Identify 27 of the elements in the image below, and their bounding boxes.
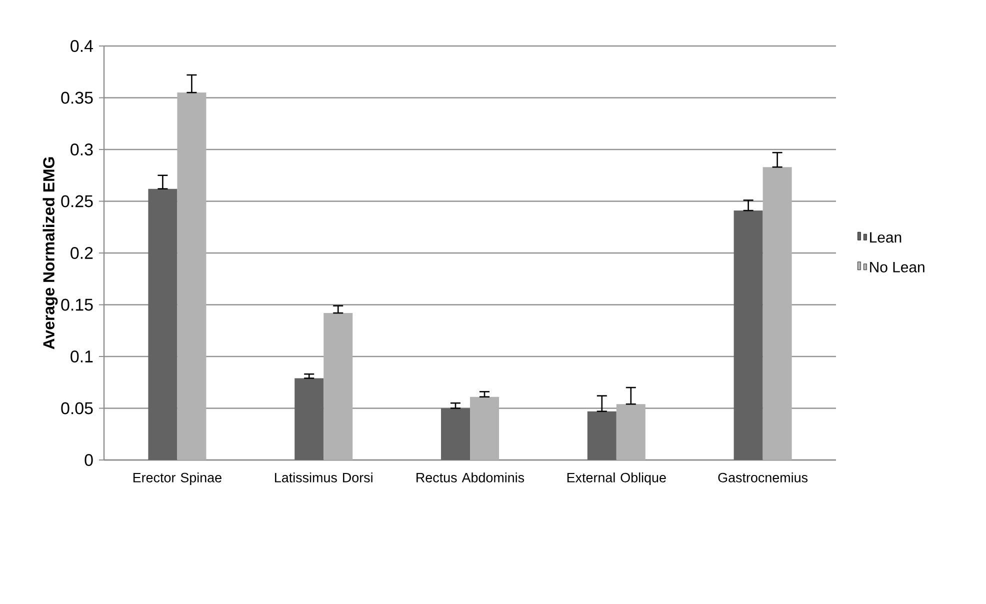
bar xyxy=(177,92,206,460)
legend-label: Lean xyxy=(870,232,902,243)
y-tick-label: 0.15 xyxy=(61,298,93,311)
x-tick-label: Rectus Abdominis xyxy=(416,472,524,482)
x-tick-label: Latissimus Dorsi xyxy=(275,472,372,482)
bar xyxy=(294,378,324,460)
bar xyxy=(470,396,500,460)
bar xyxy=(762,167,792,460)
y-tick-label: 0.25 xyxy=(61,195,93,208)
x-tick-label: Gastrocnemius xyxy=(718,472,808,482)
y-tick-label: 0.05 xyxy=(61,402,93,414)
x-tick-label: Erector Spinae xyxy=(133,472,222,486)
bar xyxy=(587,411,616,460)
bar xyxy=(616,404,646,460)
x-tick-label: External Oblique xyxy=(567,472,666,486)
y-tick-label: 0.2 xyxy=(70,246,93,259)
bar xyxy=(441,408,470,460)
y-tick-label: 0 xyxy=(84,454,93,466)
bar xyxy=(324,313,353,460)
legend-label: No Lean xyxy=(870,262,924,272)
bar xyxy=(734,210,763,460)
y-tick-label: 0.35 xyxy=(61,92,93,104)
y-tick-label: 0.3 xyxy=(70,143,93,156)
y-tick-label: 0.4 xyxy=(70,40,93,52)
bar xyxy=(148,188,178,460)
y-axis-title: Average Normalized EMG xyxy=(42,157,58,350)
y-tick-label: 0.1 xyxy=(70,350,93,362)
